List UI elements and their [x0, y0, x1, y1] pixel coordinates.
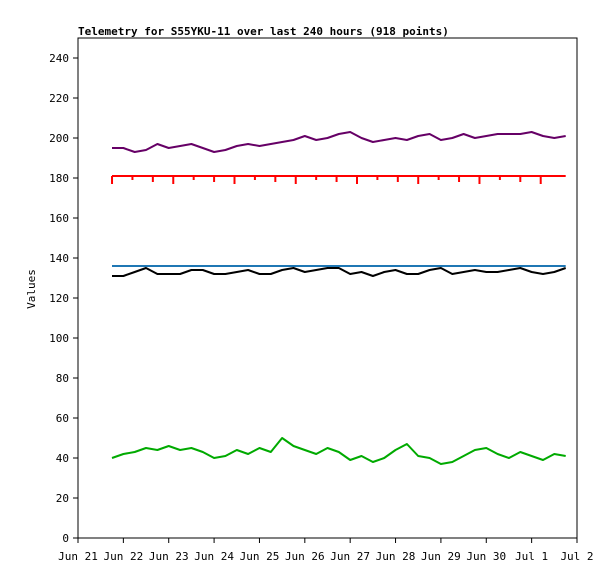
x-tick-label: Jul 1 [515, 550, 548, 563]
series-line-4 [112, 267, 567, 277]
series-line-5 [111, 437, 566, 465]
x-tick-label: Jun 24 [194, 550, 234, 563]
y-tick-label: 180 [49, 172, 69, 185]
y-axis-label: Values [25, 269, 38, 309]
x-tick-label: Jun 30 [466, 550, 506, 563]
y-tick-label: 160 [49, 212, 69, 225]
y-tick-label: 100 [49, 332, 69, 345]
y-tick-label: 60 [56, 412, 69, 425]
x-tick-label: Jun 23 [149, 550, 189, 563]
x-tick-label: Jun 27 [330, 550, 370, 563]
y-tick-label: 80 [56, 372, 69, 385]
x-tick-label: Jun 25 [240, 550, 280, 563]
series-line-1 [112, 131, 566, 153]
x-tick-label: Jul 2 [560, 550, 593, 563]
x-axis: Jun 21 Jun 22 Jun 23 Jun 24 Jun 25 Jun 26 Jun … [58, 538, 594, 563]
x-tick-label: Jun 21 [58, 550, 98, 563]
y-tick-label: 240 [49, 52, 69, 65]
y-tick-label: 20 [56, 492, 69, 505]
plot-frame [77, 37, 578, 539]
x-tick-label: Jun 22 [103, 550, 143, 563]
y-tick-label: 0 [62, 532, 69, 545]
x-tick-label: Jun 26 [285, 550, 325, 563]
x-tick-label: Jun 28 [376, 550, 416, 563]
y-tick-label: 200 [49, 132, 69, 145]
y-axis: 0 20 40 60 80 100 120 140 160 180 200 220 240 [49, 52, 78, 545]
chart-title: Telemetry for S55YKU-11 over last 240 ho… [78, 25, 449, 38]
y-tick-label: 140 [49, 252, 69, 265]
y-tick-label: 220 [49, 92, 69, 105]
y-tick-label: 120 [49, 292, 69, 305]
y-tick-label: 40 [56, 452, 69, 465]
series-layer [111, 131, 567, 465]
x-tick-label: Jun 29 [421, 550, 461, 563]
